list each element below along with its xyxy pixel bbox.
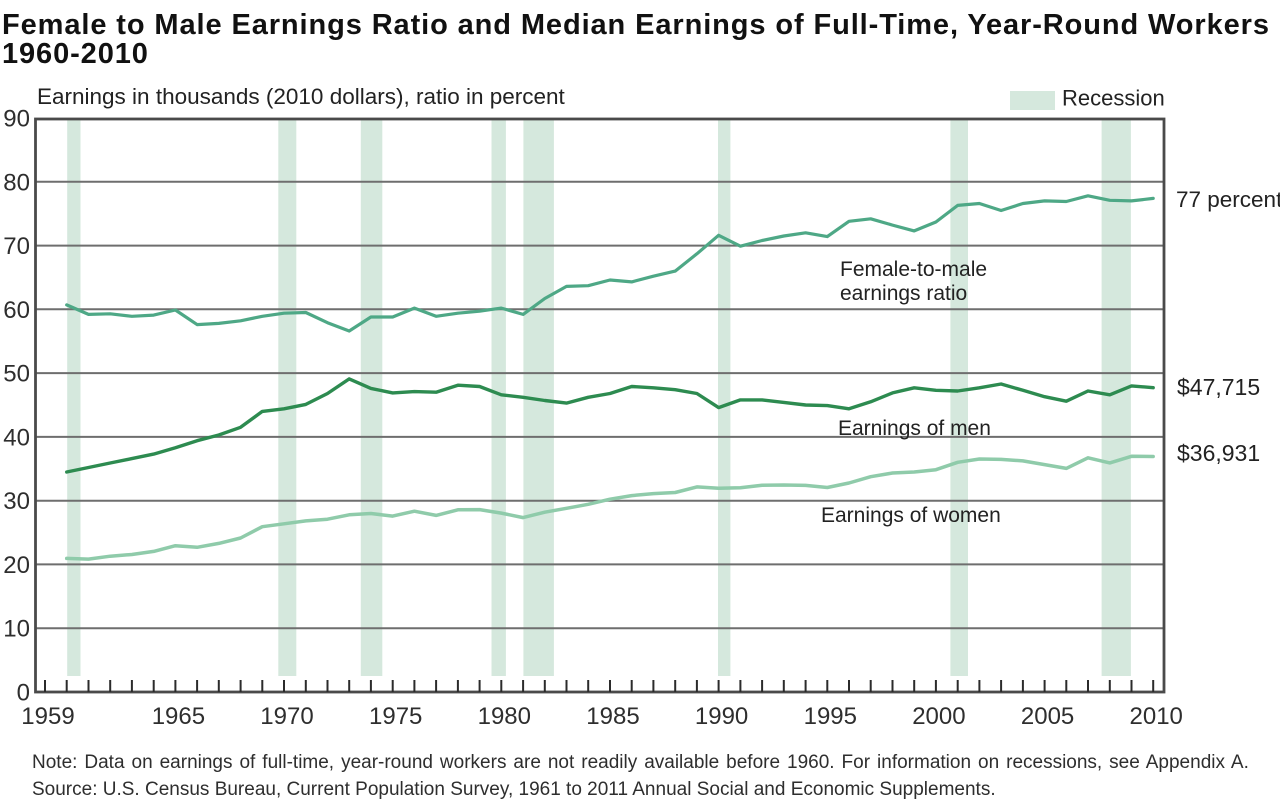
svg-text:Earnings of men: Earnings of men [838, 417, 991, 440]
svg-text:2010: 2010 [1130, 703, 1183, 730]
svg-text:Source: U.S. Census Bureau, Cu: Source: U.S. Census Bureau, Current Popu… [32, 779, 996, 800]
svg-text:earnings ratio: earnings ratio [840, 282, 967, 305]
svg-text:40: 40 [3, 424, 30, 451]
svg-text:Earnings in thousands (2010 do: Earnings in thousands (2010 dollars), ra… [37, 84, 566, 109]
svg-text:60: 60 [3, 297, 30, 324]
svg-text:Earnings of women: Earnings of women [821, 504, 1001, 527]
svg-text:$36,931: $36,931 [1177, 440, 1260, 466]
svg-text:1970: 1970 [260, 703, 313, 730]
svg-text:1960-2010: 1960-2010 [2, 38, 149, 70]
svg-text:90: 90 [3, 106, 30, 133]
svg-text:$47,715: $47,715 [1177, 374, 1260, 400]
svg-text:80: 80 [3, 169, 30, 196]
svg-text:77 percent: 77 percent [1176, 187, 1280, 212]
svg-text:30: 30 [3, 488, 30, 515]
svg-text:Note: Data on earnings of full: Note: Data on earnings of full-time, yea… [32, 752, 1249, 773]
svg-text:10: 10 [3, 616, 30, 643]
svg-text:50: 50 [3, 361, 30, 388]
svg-text:Female to Male Earnings Ratio: Female to Male Earnings Ratio and Median… [2, 9, 1270, 41]
svg-text:2000: 2000 [912, 703, 965, 730]
svg-text:1975: 1975 [369, 703, 422, 730]
svg-text:1985: 1985 [586, 703, 639, 730]
svg-text:1965: 1965 [152, 703, 205, 730]
svg-text:0: 0 [17, 680, 30, 707]
svg-text:1995: 1995 [804, 703, 857, 730]
svg-text:1980: 1980 [478, 703, 531, 730]
svg-text:1959: 1959 [21, 703, 74, 730]
svg-text:20: 20 [3, 552, 30, 579]
svg-text:Female-to-male: Female-to-male [840, 258, 987, 281]
svg-text:2005: 2005 [1021, 703, 1074, 730]
svg-text:1990: 1990 [695, 703, 748, 730]
svg-text:Recession: Recession [1062, 86, 1165, 111]
svg-text:70: 70 [3, 233, 30, 260]
